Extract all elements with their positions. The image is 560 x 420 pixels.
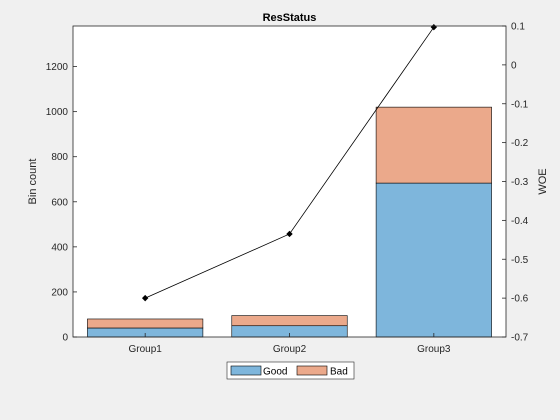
- y-tick-label: 1000: [46, 107, 69, 118]
- x-tick-label: Group3: [417, 344, 451, 355]
- y-tick-label: 1200: [46, 62, 69, 73]
- woe-line-layer: [141, 23, 438, 302]
- bar-layer: [87, 106, 492, 338]
- y2-tick-label: 0: [511, 60, 517, 71]
- bar-bad-3: [375, 106, 492, 184]
- y2-tick-label: -0.1: [511, 99, 529, 110]
- legend-swatch-bad: [296, 365, 328, 376]
- chart-title: ResStatus: [263, 12, 317, 24]
- bar-good-3: [375, 182, 492, 338]
- right-axis-ticks: -0.7 -0.6 -0.5 -0.4 -0.3 -0.2 -0.1 0 0.1: [502, 22, 529, 344]
- y-tick-label: 800: [51, 152, 68, 163]
- y2-tick-label: 0.1: [511, 22, 525, 33]
- x-tick-label: Group1: [128, 344, 162, 355]
- woe-point-3: [430, 23, 438, 31]
- x-axis-ticks: Group1 Group2 Group3: [128, 333, 451, 355]
- woe-point-1: [141, 294, 149, 302]
- y-tick-label: 200: [51, 287, 68, 298]
- y-tick-label: 400: [51, 242, 68, 253]
- y2-axis-label: WOE: [537, 168, 549, 194]
- x-tick-label: Group2: [273, 344, 307, 355]
- y2-tick-label: -0.4: [511, 216, 529, 227]
- left-axis-ticks: 0 200 400 600 800 1000 1200: [46, 62, 77, 344]
- y2-tick-label: -0.7: [511, 333, 529, 344]
- bar-bad-1: [87, 318, 204, 329]
- y2-tick-label: -0.5: [511, 255, 529, 266]
- y-axis-label: Bin count: [27, 159, 39, 205]
- bar-bad-2: [231, 315, 348, 327]
- legend: Good Bad: [226, 361, 355, 380]
- woe-point-2: [286, 230, 293, 238]
- y-tick-label: 0: [62, 333, 68, 344]
- y2-tick-label: -0.3: [511, 177, 529, 188]
- legend-swatch-good: [230, 365, 262, 376]
- legend-label-bad: Bad: [330, 367, 348, 378]
- y-tick-label: 600: [51, 197, 68, 208]
- y2-tick-label: -0.2: [511, 138, 529, 149]
- y2-tick-label: -0.6: [511, 294, 529, 305]
- legend-label-good: Good: [263, 367, 287, 378]
